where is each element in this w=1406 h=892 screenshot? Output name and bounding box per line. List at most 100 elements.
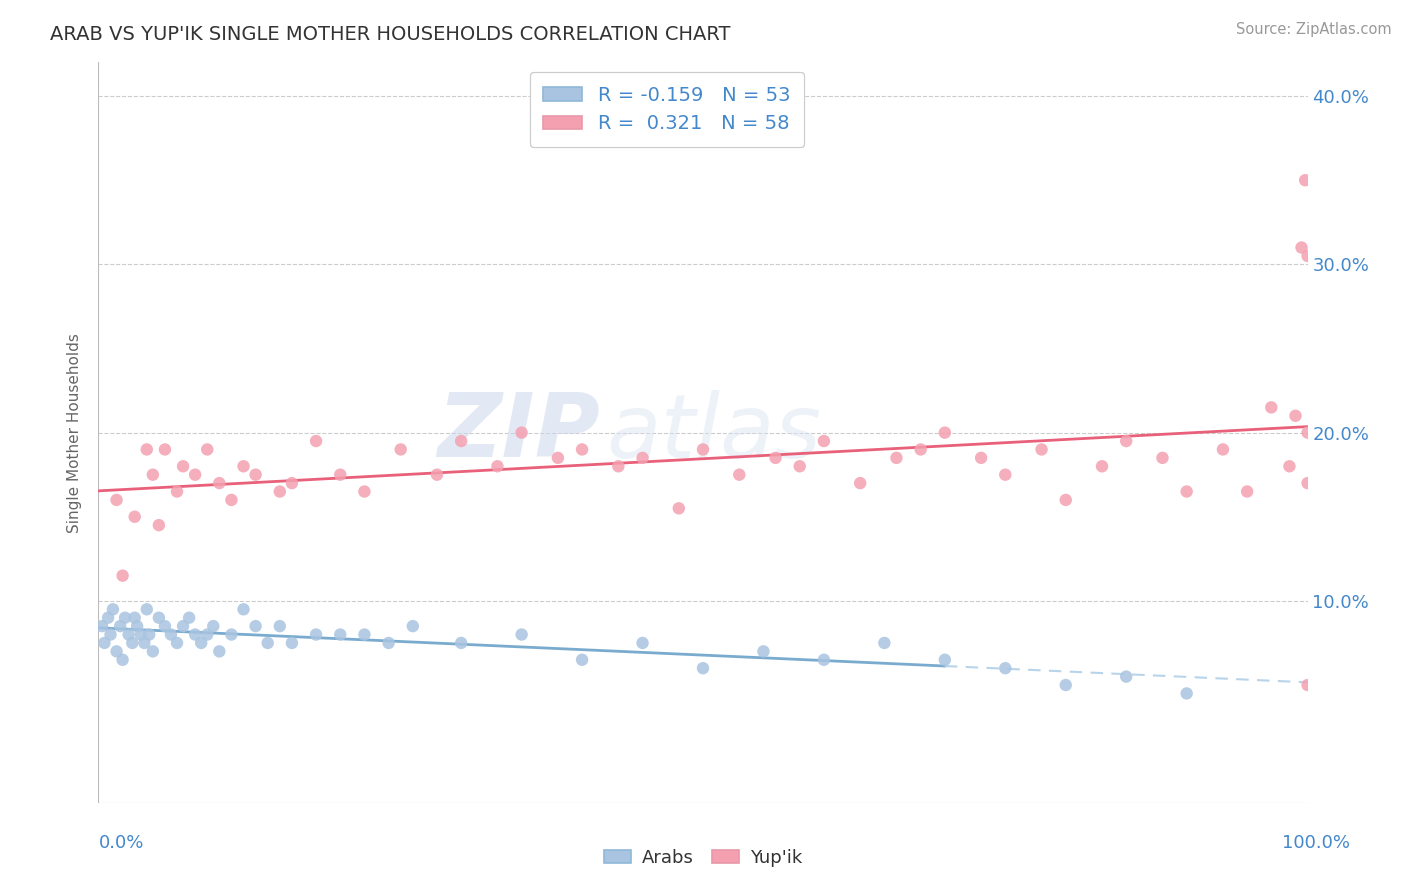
Point [934,425,956,440]
Point [692,442,714,457]
Point [184,627,207,641]
Point [108,619,131,633]
Point [1296,425,1319,440]
Point [118,627,141,641]
Point [305,434,328,448]
Point [172,619,194,633]
Point [1031,442,1053,457]
Text: Source: ZipAtlas.com: Source: ZipAtlas.com [1236,22,1392,37]
Point [510,627,533,641]
Point [789,459,811,474]
Point [994,467,1017,482]
Point [849,476,872,491]
Point [1212,442,1234,457]
Point [195,627,218,641]
Point [172,459,194,474]
Point [97,611,120,625]
Point [1296,678,1319,692]
Point [127,619,149,633]
Point [153,619,176,633]
Point [402,619,425,633]
Point [305,627,328,641]
Point [1115,670,1137,684]
Point [91,619,114,633]
Point [160,627,183,641]
Point [221,492,243,507]
Point [1284,409,1306,423]
Point [631,450,654,465]
Point [101,602,124,616]
Point [377,636,399,650]
Point [124,611,146,625]
Text: ARAB VS YUP'IK SINGLE MOTHER HOUSEHOLDS CORRELATION CHART: ARAB VS YUP'IK SINGLE MOTHER HOUSEHOLDS … [51,25,731,45]
Point [124,509,146,524]
Point [547,450,569,465]
Point [813,434,835,448]
Point [450,636,472,650]
Point [813,653,835,667]
Point [1175,686,1198,700]
Point [134,636,156,650]
Point [1278,459,1301,474]
Point [450,434,472,448]
Point [135,602,157,616]
Point [607,459,630,474]
Point [166,636,188,650]
Point [195,442,218,457]
Point [93,636,115,650]
Point [353,484,375,499]
Point [353,627,375,641]
Point [202,619,225,633]
Point [148,518,170,533]
Point [728,467,751,482]
Point [631,636,654,650]
Point [1296,249,1319,263]
Point [269,484,291,499]
Point [111,568,134,582]
Point [208,476,231,491]
Point [1152,450,1174,465]
Text: ZIP: ZIP [437,389,600,476]
Point [114,611,136,625]
Point [765,450,787,465]
Point [873,636,896,650]
Point [105,644,128,658]
Point [221,627,243,641]
Point [100,627,122,641]
Point [1236,484,1258,499]
Point [389,442,412,457]
Point [256,636,278,650]
Point [692,661,714,675]
Point [129,627,152,641]
Point [269,619,291,633]
Point [1296,476,1319,491]
Point [245,619,267,633]
Point [886,450,908,465]
Point [994,661,1017,675]
Point [142,644,165,658]
Point [510,425,533,440]
Y-axis label: Single Mother Households: Single Mother Households [67,333,83,533]
Point [232,459,254,474]
Text: atlas: atlas [606,390,821,475]
Point [208,644,231,658]
Point [179,611,201,625]
Point [486,459,509,474]
Point [105,492,128,507]
Point [138,627,160,641]
Point [111,653,134,667]
Point [934,653,956,667]
Text: 0.0%: 0.0% [98,834,143,852]
Point [1054,678,1077,692]
Point [184,467,207,482]
Point [1260,401,1282,415]
Point [190,636,212,650]
Point [571,442,593,457]
Point [135,442,157,457]
Point [1291,240,1313,255]
Text: 100.0%: 100.0% [1282,834,1350,852]
Point [1294,173,1316,187]
Point [1054,492,1077,507]
Legend: R = -0.159   N = 53, R =  0.321   N = 58: R = -0.159 N = 53, R = 0.321 N = 58 [530,72,804,147]
Point [752,644,775,658]
